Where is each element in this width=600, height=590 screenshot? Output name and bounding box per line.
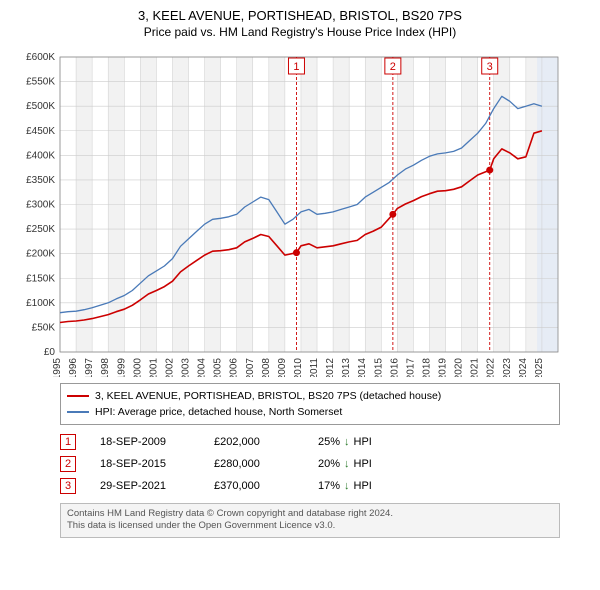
x-tick-label: 2025 [534, 358, 545, 377]
footer-line-2: This data is licensed under the Open Gov… [67, 520, 553, 532]
x-tick-label: 1997 [84, 358, 95, 377]
y-tick-label: £0 [44, 347, 56, 358]
x-tick-label: 1995 [52, 358, 63, 377]
event-hpi-suffix: HPI [354, 436, 372, 448]
y-tick-label: £150K [26, 273, 55, 284]
x-tick-label: 2011 [309, 358, 320, 377]
x-tick-label: 2014 [357, 358, 368, 377]
chart-container: 3, KEEL AVENUE, PORTISHEAD, BRISTOL, BS2… [0, 0, 600, 544]
y-tick-label: £550K [26, 77, 55, 88]
event-date: 18-SEP-2015 [100, 458, 190, 470]
x-tick-label: 2016 [389, 358, 400, 377]
chart-marker-label: 2 [390, 61, 396, 73]
chart-svg: £0 £50K £100K £150K £200K £250K £300K £350K £400… [10, 47, 570, 377]
x-tick-label: 2009 [277, 358, 288, 377]
y-tick-label: £250K [26, 224, 55, 235]
event-pct: 20% [318, 458, 340, 470]
legend-swatch [67, 395, 89, 397]
x-tick-label: 2019 [438, 358, 449, 377]
event-pct: 25% [318, 436, 340, 448]
event-price: £370,000 [214, 480, 294, 492]
chart-plot-area: £0 £50K £100K £150K £200K £250K £300K £350K £400… [10, 47, 590, 377]
footer-attribution: Contains HM Land Registry data © Crown c… [60, 503, 560, 538]
y-tick-label: £50K [32, 322, 56, 333]
y-tick-label: £600K [26, 52, 55, 63]
chart-title: 3, KEEL AVENUE, PORTISHEAD, BRISTOL, BS2… [10, 8, 590, 23]
x-tick-label: 2006 [229, 358, 240, 377]
x-tick-label: 2023 [502, 358, 513, 377]
x-tick-label: 2002 [164, 358, 175, 377]
y-tick-label: £500K [26, 101, 55, 112]
event-hpi: 17% ↓ HPI [318, 480, 372, 492]
y-tick-label: £400K [26, 150, 55, 161]
x-tick-label: 1996 [68, 358, 79, 377]
x-tick-label: 2007 [245, 358, 256, 377]
y-tick-label: £450K [26, 126, 55, 137]
legend-item: 3, KEEL AVENUE, PORTISHEAD, BRISTOL, BS2… [67, 388, 553, 404]
x-tick-label: 2024 [518, 358, 529, 377]
chart-subtitle: Price paid vs. HM Land Registry's House … [10, 25, 590, 39]
event-row: 2 18-SEP-2015 £280,000 20% ↓ HPI [60, 453, 560, 475]
x-tick-label: 2000 [132, 358, 143, 377]
down-arrow-icon: ↓ [344, 436, 350, 448]
x-tick-label: 2021 [470, 358, 481, 377]
down-arrow-icon: ↓ [344, 480, 350, 492]
event-hpi: 20% ↓ HPI [318, 458, 372, 470]
x-tick-label: 2012 [325, 358, 336, 377]
x-tick-label: 2017 [405, 358, 416, 377]
legend: 3, KEEL AVENUE, PORTISHEAD, BRISTOL, BS2… [60, 383, 560, 425]
x-tick-label: 2018 [421, 358, 432, 377]
x-tick-label: 2015 [373, 358, 384, 377]
x-tick-label: 1998 [100, 358, 111, 377]
x-tick-label: 2005 [213, 358, 224, 377]
event-price: £202,000 [214, 436, 294, 448]
x-tick-label: 2020 [454, 358, 465, 377]
footer-line-1: Contains HM Land Registry data © Crown c… [67, 508, 553, 520]
y-tick-label: £350K [26, 175, 55, 186]
event-pct: 17% [318, 480, 340, 492]
event-hpi: 25% ↓ HPI [318, 436, 372, 448]
y-tick-label: £100K [26, 298, 55, 309]
x-tick-label: 2003 [181, 358, 192, 377]
legend-item: HPI: Average price, detached house, Nort… [67, 404, 553, 420]
x-tick-label: 2004 [197, 358, 208, 377]
x-tick-label: 2022 [486, 358, 497, 377]
event-hpi-suffix: HPI [354, 480, 372, 492]
event-row: 3 29-SEP-2021 £370,000 17% ↓ HPI [60, 475, 560, 497]
event-marker: 2 [60, 456, 76, 472]
x-tick-label: 2001 [148, 358, 159, 377]
event-marker: 1 [60, 434, 76, 450]
event-marker: 3 [60, 478, 76, 494]
event-row: 1 18-SEP-2009 £202,000 25% ↓ HPI [60, 431, 560, 453]
event-table: 1 18-SEP-2009 £202,000 25% ↓ HPI 2 18-SEP-2015 £… [60, 431, 560, 497]
x-tick-label: 2008 [261, 358, 272, 377]
chart-marker-label: 1 [293, 61, 299, 73]
x-tick-label: 2013 [341, 358, 352, 377]
legend-label: HPI: Average price, detached house, Nort… [95, 406, 342, 418]
legend-label: 3, KEEL AVENUE, PORTISHEAD, BRISTOL, BS2… [95, 390, 441, 402]
x-tick-label: 1999 [116, 358, 127, 377]
event-date: 29-SEP-2021 [100, 480, 190, 492]
chart-marker-label: 3 [487, 61, 493, 73]
event-price: £280,000 [214, 458, 294, 470]
event-hpi-suffix: HPI [354, 458, 372, 470]
legend-swatch [67, 411, 89, 413]
y-tick-label: £200K [26, 249, 55, 260]
event-date: 18-SEP-2009 [100, 436, 190, 448]
x-tick-label: 2010 [293, 358, 304, 377]
y-tick-label: £300K [26, 200, 55, 211]
down-arrow-icon: ↓ [344, 458, 350, 470]
